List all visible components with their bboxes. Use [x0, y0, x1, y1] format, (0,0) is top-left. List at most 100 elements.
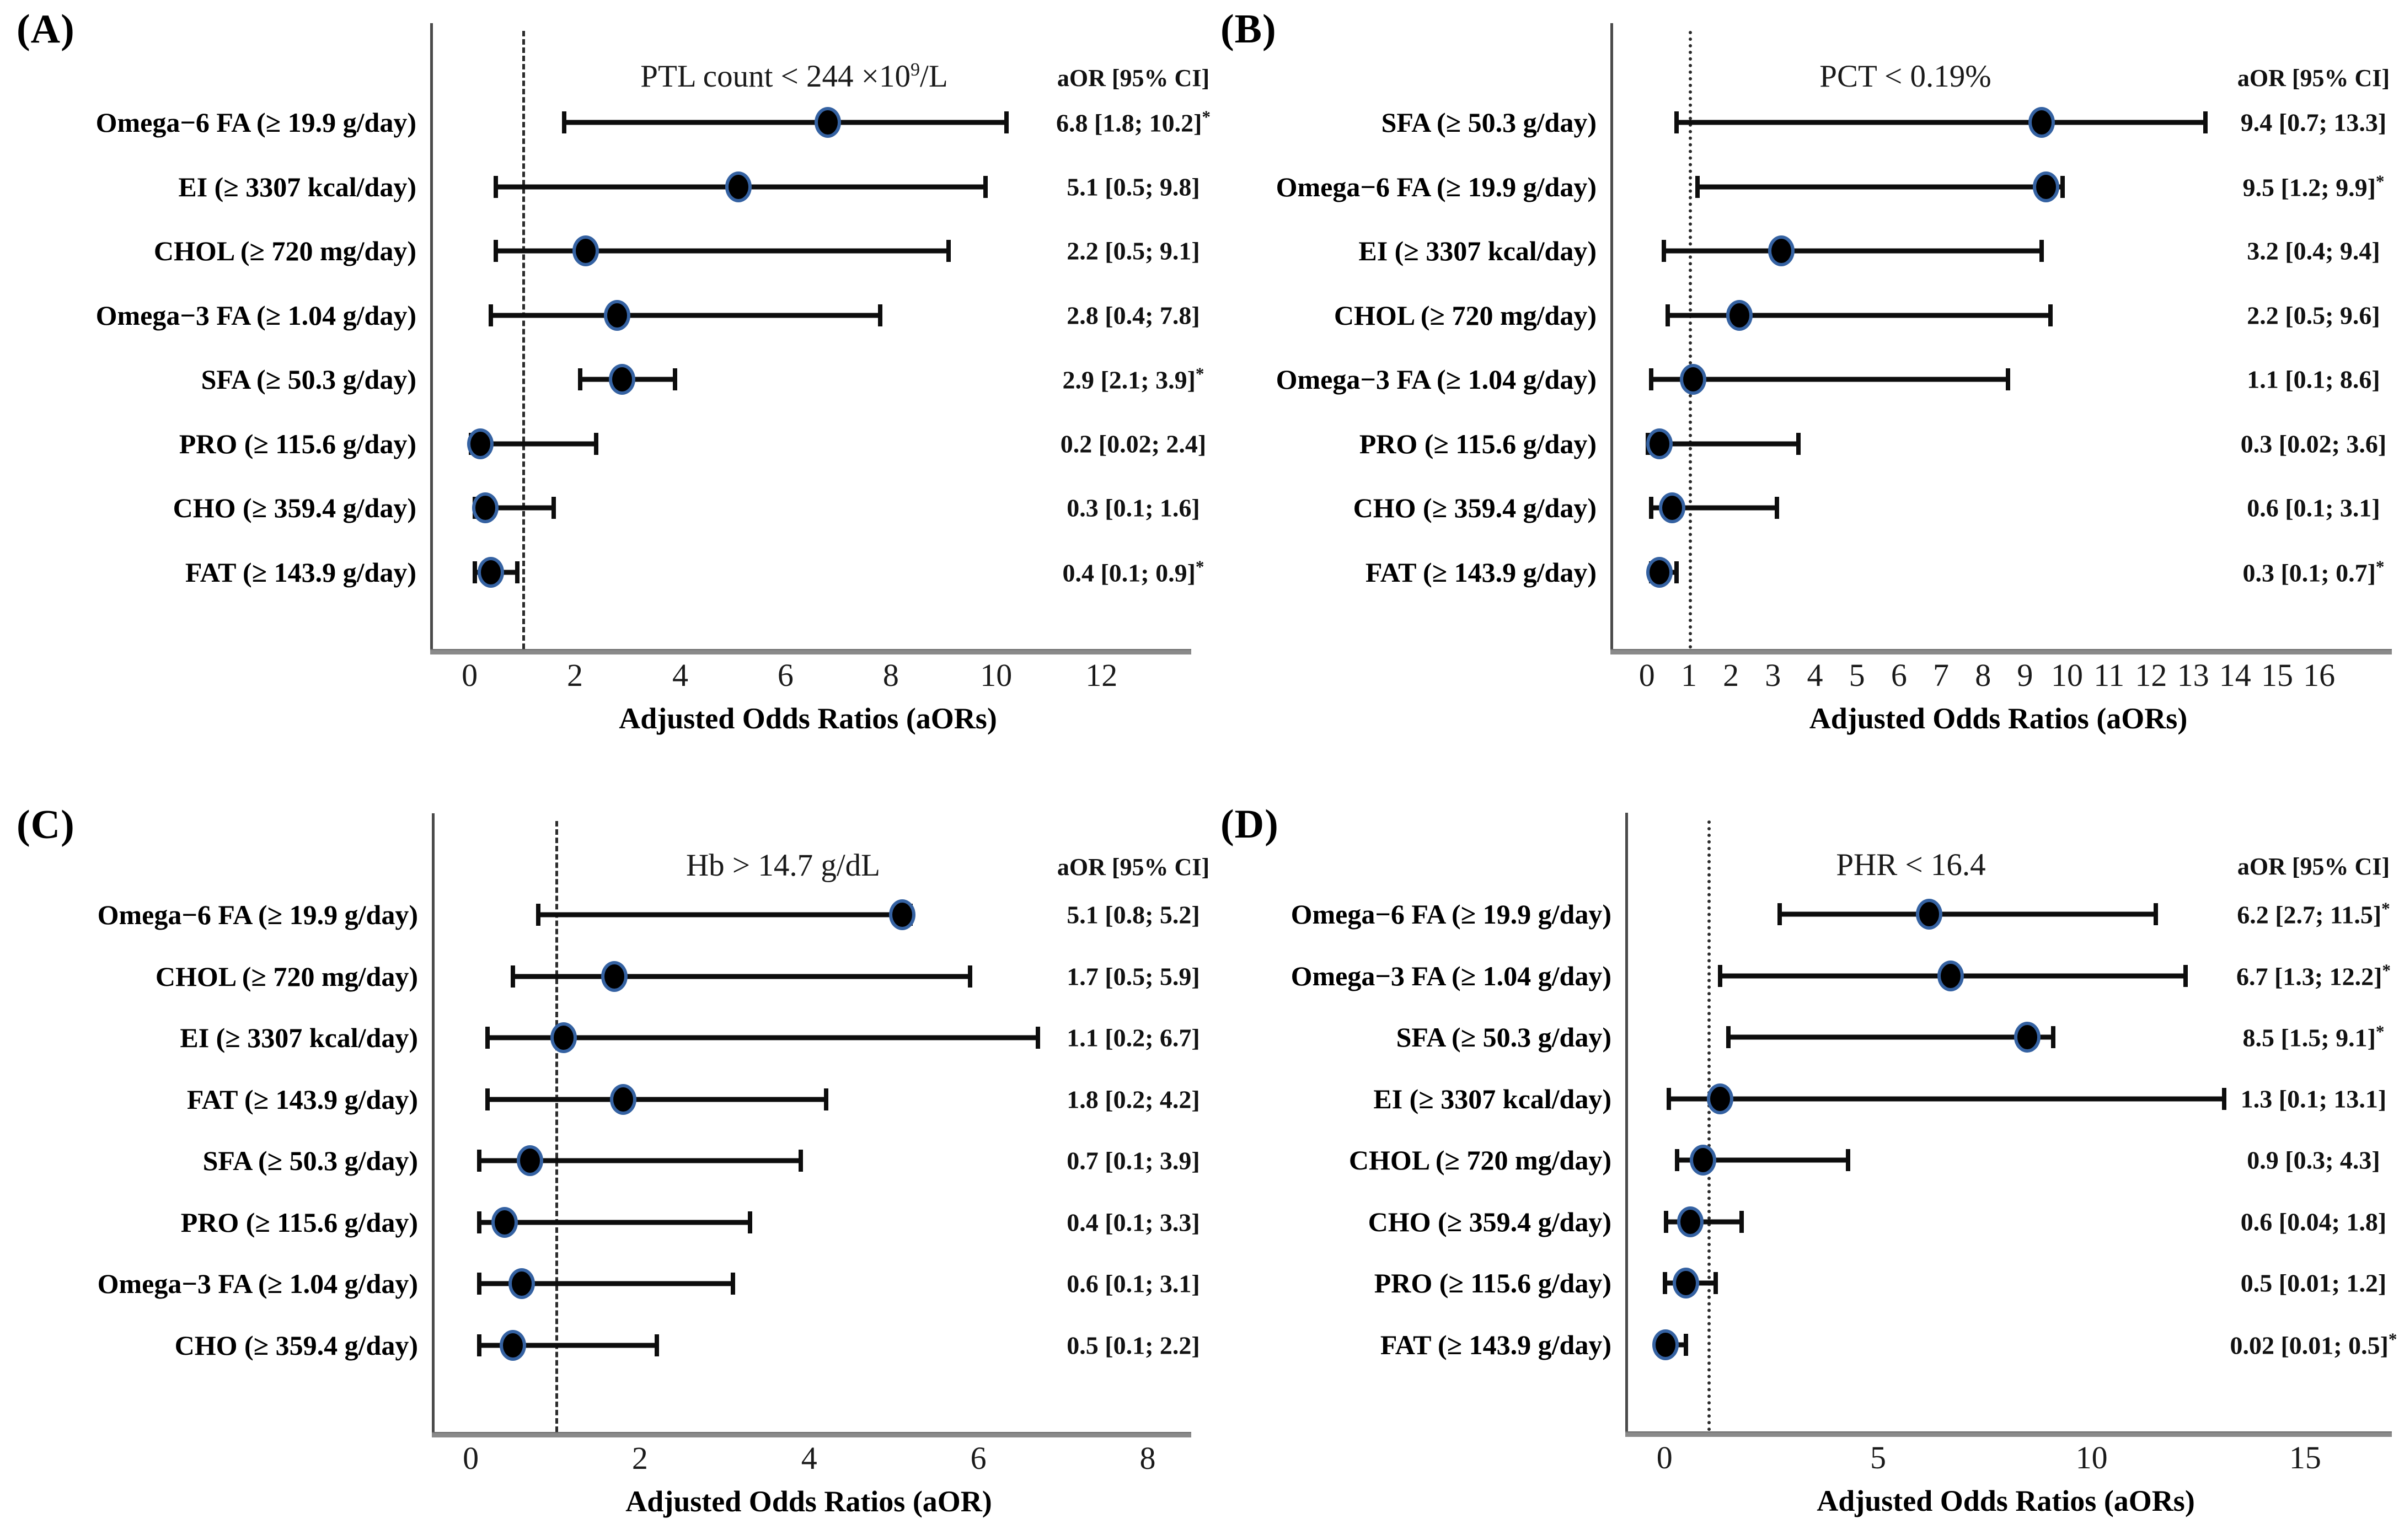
x-tick-label: 8 [882, 657, 899, 693]
x-tick-label: 4 [1807, 657, 1823, 693]
ci-value-text: 9.5 [1.2; 9.9] [2242, 173, 2376, 202]
or-marker [2032, 171, 2059, 202]
x-tick-label: 5 [1870, 1440, 1886, 1475]
ci-value-text: 6.8 [1.8; 10.2] [1056, 109, 1202, 137]
ci-column-header: aOR [95% CI] [2237, 853, 2390, 880]
ci-cap-high [672, 368, 677, 390]
ci-value-text: 6.7 [1.3; 12.2] [2236, 962, 2382, 991]
ci-cap-high [551, 497, 556, 519]
ci-value: 0.3 [0.1; 0.7]* [2242, 557, 2384, 587]
ci-whisker [479, 1281, 733, 1286]
category-label: Omega−3 FA (≥ 1.04 g/day) [95, 299, 416, 331]
ci-cap-low [1726, 1026, 1731, 1048]
or-marker [467, 428, 494, 459]
ci-value-text: 0.3 [0.02; 3.6] [2240, 430, 2387, 458]
category-label: PRO (≥ 115.6 g/day) [1359, 428, 1597, 459]
x-tick-label: 15 [2289, 1440, 2321, 1475]
ci-value-text: 6.2 [2.7; 11.5] [2237, 900, 2382, 929]
or-marker [603, 299, 630, 331]
panel-letter: (A) [17, 7, 75, 52]
ci-cap-low [476, 1211, 481, 1233]
ci-value: 0.4 [0.1; 0.9]* [1062, 557, 1204, 587]
ci-value-text: 5.1 [0.8; 5.2] [1067, 900, 1200, 929]
ci-whisker [488, 1097, 826, 1102]
ci-cap-high [731, 1273, 736, 1295]
x-tick-label: 14 [2219, 657, 2251, 693]
ci-value: 9.4 [0.7; 13.3] [2241, 108, 2386, 137]
category-label: SFA (≥ 50.3 g/day) [202, 1145, 418, 1176]
ci-cap-high [1683, 1333, 1688, 1356]
category-label: Omega−3 FA (≥ 1.04 g/day) [1290, 960, 1611, 991]
reference-line-or-1 [555, 821, 558, 1432]
or-marker [472, 492, 499, 523]
or-marker [1677, 1206, 1704, 1237]
ci-value-text: 3.2 [0.4; 9.4] [2247, 237, 2380, 265]
category-label: SFA (≥ 50.3 g/day) [1396, 1022, 1611, 1053]
panel-title-text-tail: /L [920, 59, 948, 94]
ci-value-text: 2.2 [0.5; 9.1] [1067, 237, 1200, 265]
ci-cap-high [2048, 304, 2053, 326]
or-marker [889, 899, 916, 930]
ci-column-header: aOR [95% CI] [1057, 854, 1210, 881]
ci-value: 5.1 [0.8; 5.2] [1067, 900, 1200, 930]
or-marker [609, 1083, 636, 1115]
x-axis-line [1625, 1431, 2392, 1437]
ci-whisker [479, 1343, 657, 1348]
x-tick-label: 3 [1765, 657, 1781, 693]
x-tick-label: 2 [1723, 657, 1739, 693]
or-marker [500, 1329, 527, 1361]
or-marker [508, 1268, 535, 1299]
ci-whisker [1697, 184, 2063, 189]
significance-star: * [1202, 107, 1211, 127]
category-label: CHOL (≥ 720 mg/day) [1348, 1145, 1611, 1176]
ci-cap-high [1035, 1027, 1040, 1049]
x-tick-label: 1 [1680, 657, 1697, 693]
ci-cap-low [494, 240, 499, 262]
ci-cap-high [1796, 432, 1801, 455]
panel-title: PTL count < 244 ×109/L [640, 59, 948, 94]
panel-title-text: PCT < 0.19% [1819, 59, 1991, 94]
ci-whisker [564, 120, 1007, 125]
significance-star: * [2381, 899, 2390, 919]
x-tick-label: 0 [1656, 1440, 1673, 1475]
x-tick-label: 8 [1139, 1440, 1156, 1476]
ci-whisker [479, 1158, 801, 1163]
ci-cap-high [2060, 175, 2065, 198]
ci-value-text: 0.2 [0.02; 2.4] [1060, 430, 1207, 458]
ci-value-text: 0.9 [0.3; 4.3] [2247, 1146, 2380, 1174]
panel-b: (B) PCT < 0.19% aOR [95% CI] 0 1 2 3 4 5 6 7 8 9 10 11… [1200, 0, 2399, 770]
y-axis-line [1625, 813, 1628, 1431]
ci-cap-high [2183, 964, 2188, 987]
significance-star: * [2375, 1022, 2385, 1042]
panel-letter: (B) [1220, 7, 1277, 52]
x-axis-title: Adjusted Odds Ratios (aORs) [619, 702, 997, 735]
ci-whisker [1663, 248, 2042, 254]
or-marker [491, 1206, 518, 1238]
ci-whisker [490, 313, 881, 318]
category-label: SFA (≥ 50.3 g/day) [201, 364, 416, 395]
x-tick-label: 7 [1933, 657, 1950, 693]
or-marker [516, 1145, 543, 1176]
panel-title-text: PTL count < 244 ×10 [640, 59, 911, 94]
ci-value: 0.6 [0.1; 3.1] [2247, 493, 2380, 523]
x-tick-label: 0 [462, 657, 478, 693]
category-label: CHO (≥ 359.4 g/day) [1368, 1206, 1611, 1237]
ci-value-text: 1.7 [0.5; 5.9] [1067, 962, 1200, 990]
x-axis-line [430, 649, 1191, 654]
or-marker [572, 235, 599, 266]
category-label: CHOL (≥ 720 mg/day) [155, 961, 418, 992]
category-label: PRO (≥ 115.6 g/day) [1374, 1268, 1611, 1298]
category-label: CHO (≥ 359.4 g/day) [174, 1329, 418, 1361]
x-tick-label: 9 [2017, 657, 2033, 693]
x-tick-label: 4 [672, 657, 688, 693]
significance-star: * [1195, 556, 1204, 576]
ci-value: 0.4 [0.1; 3.3] [1067, 1208, 1200, 1237]
ci-cap-low [1777, 903, 1782, 925]
ci-value-text: 0.6 [0.04; 1.8] [2240, 1208, 2387, 1236]
ci-value-text: 2.8 [0.4; 7.8] [1067, 301, 1200, 329]
ci-cap-high [515, 561, 520, 583]
or-marker [609, 364, 636, 395]
ci-cap-low [488, 304, 493, 326]
ci-value: 0.5 [0.01; 1.2] [2241, 1269, 2386, 1298]
